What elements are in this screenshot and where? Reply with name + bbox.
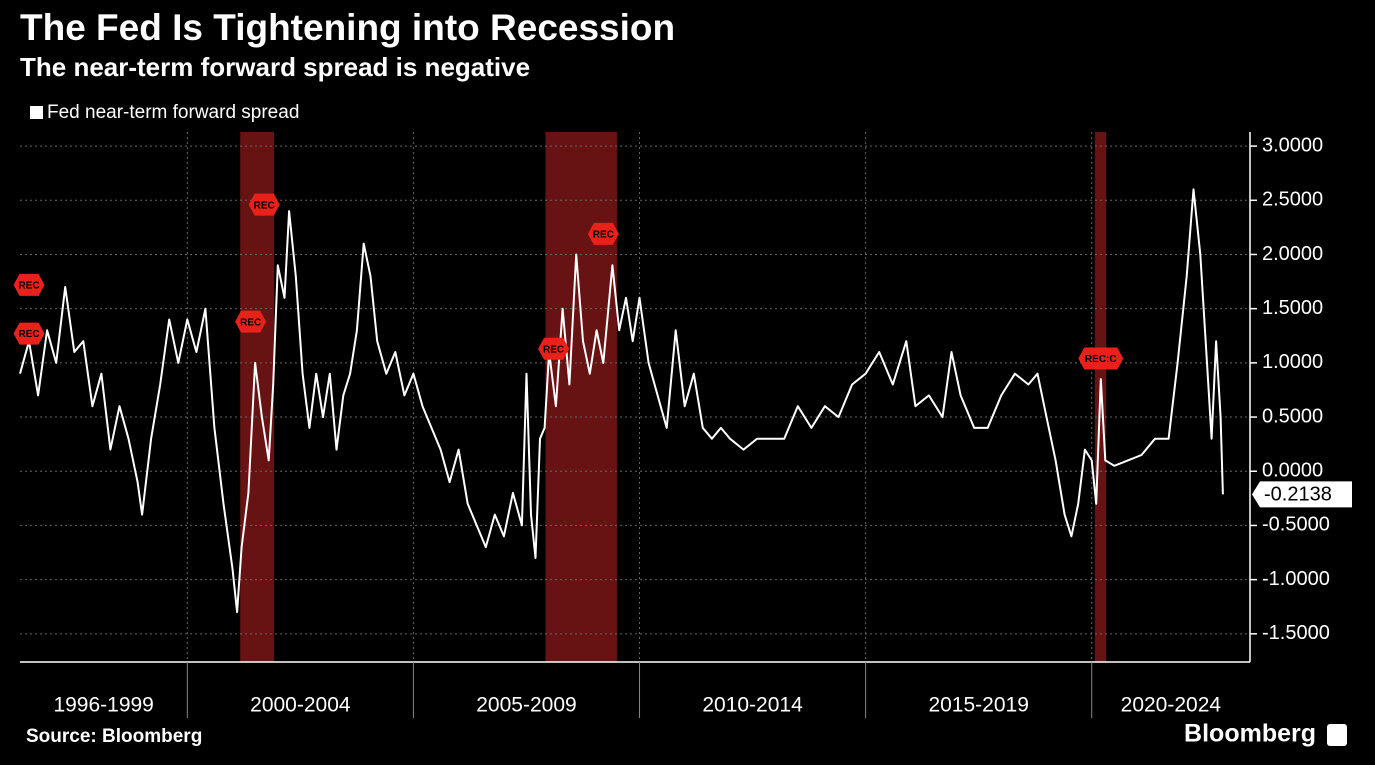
y-tick-label: -0.5000: [1262, 514, 1330, 536]
last-value-label: -0.2138: [1264, 484, 1332, 506]
y-tick-label: -1.0000: [1262, 568, 1330, 590]
annotation-label: REC: [18, 280, 39, 291]
source: Source: Bloomberg: [26, 726, 202, 747]
y-tick-label: 0.5000: [1262, 405, 1323, 427]
x-period-label: 2015-2019: [928, 694, 1028, 717]
annotation-flag: [587, 222, 619, 245]
x-period-label: 2005-2009: [476, 694, 576, 717]
brand: Bloomberg: [1184, 720, 1316, 748]
annotation-label: REC: [593, 230, 614, 241]
annotation-label: REC: [254, 200, 275, 211]
annotation-flag: [538, 337, 570, 360]
annotation-flag: [1078, 347, 1124, 370]
annotation-label: REC:C: [1085, 354, 1117, 365]
x-period-label: 2020-2024: [1121, 694, 1222, 717]
annotation-label: REC: [240, 317, 261, 328]
x-period-label: 2010-2014: [702, 694, 803, 717]
y-tick-label: 3.0000: [1262, 134, 1323, 156]
annotation-label: REC: [18, 329, 39, 340]
x-period-label: 2000-2004: [250, 694, 351, 717]
chart-subtitle: The near-term forward spread is negative: [20, 52, 530, 82]
chart-title: The Fed Is Tightening into Recession: [20, 7, 675, 48]
legend-swatch: [30, 106, 43, 119]
series-line: [19, 188, 1224, 614]
recession-band: [240, 132, 275, 662]
annotation-flag: [13, 322, 45, 345]
annotation-flag: [248, 193, 280, 216]
annotation-label: REC: [543, 344, 564, 355]
legend-label: Fed near-term forward spread: [47, 102, 299, 123]
brand-icon: [1327, 724, 1347, 746]
y-tick-label: 1.0000: [1262, 351, 1323, 373]
y-tick-label: 2.5000: [1262, 189, 1323, 211]
y-tick-label: 1.5000: [1262, 297, 1323, 319]
x-period-label: 1996-1999: [53, 694, 153, 717]
y-tick-label: -1.5000: [1262, 622, 1330, 644]
y-tick-label: 0.0000: [1262, 460, 1323, 482]
annotation-flag: [13, 273, 45, 296]
y-tick-label: 2.0000: [1262, 243, 1323, 265]
last-value-box: [1252, 481, 1352, 508]
annotation-flag: [235, 310, 267, 333]
